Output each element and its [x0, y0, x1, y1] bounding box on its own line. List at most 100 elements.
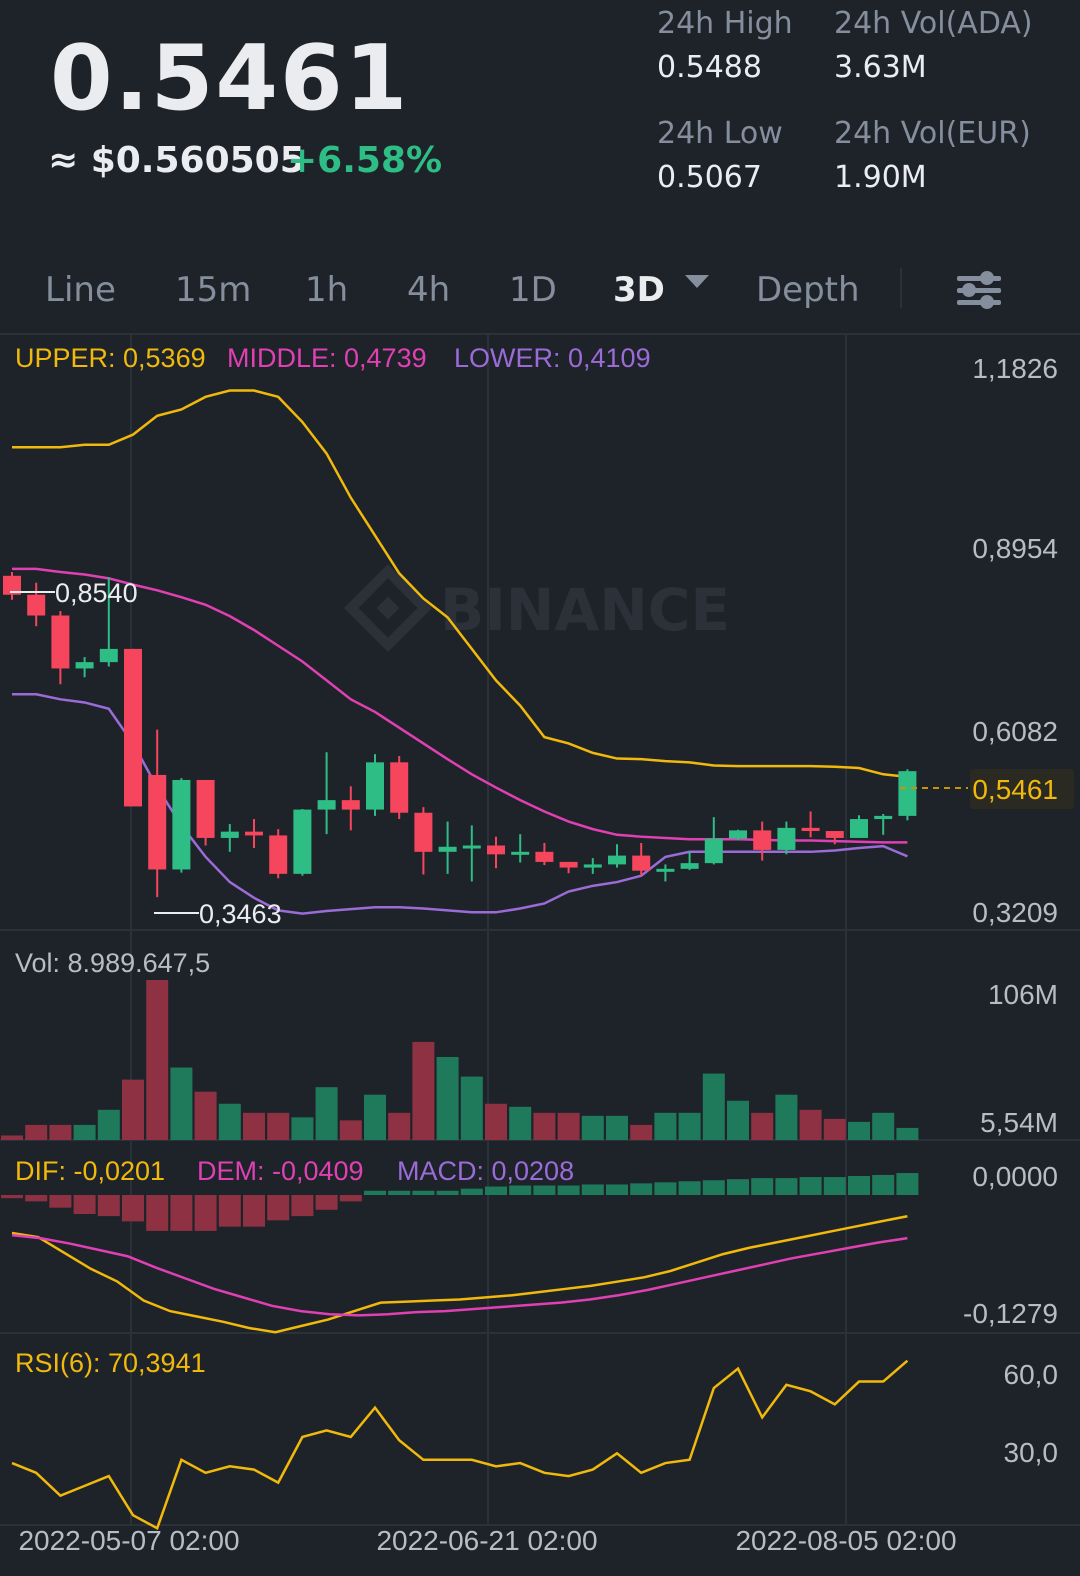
macd-bar: [25, 1195, 48, 1202]
tab-3d[interactable]: 3D: [613, 270, 709, 310]
candle-body: [414, 812, 433, 852]
macd-bar: [49, 1195, 72, 1208]
macd-bar: [896, 1173, 919, 1195]
rsi-legend: RSI(6): 70,3941: [15, 1348, 206, 1378]
volume-bar: [146, 980, 169, 1140]
rsi-polyline: [11, 1359, 909, 1531]
candle: [75, 657, 94, 678]
last-price: 0.5461: [50, 26, 410, 131]
candle: [462, 825, 481, 882]
macd-bar: [775, 1178, 798, 1195]
boll-lower-line: [12, 693, 908, 915]
candle: [801, 811, 820, 838]
volume-bar: [194, 1091, 217, 1140]
candle-body: [269, 835, 288, 874]
volume-bar: [872, 1112, 895, 1140]
candle-body: [777, 827, 796, 850]
macd-bar: [388, 1190, 411, 1195]
macd-bar: [823, 1177, 846, 1195]
volume-bar: [848, 1121, 870, 1140]
tab-line[interactable]: Line: [45, 270, 116, 310]
candle-body: [680, 863, 699, 869]
macd-bar: [557, 1185, 580, 1195]
candle-body: [559, 861, 578, 868]
candle: [583, 858, 602, 874]
volume-bar: [606, 1115, 628, 1140]
vol-base-label: 24h Vol(ADA): [834, 6, 1033, 41]
volume-bar: [122, 1079, 144, 1140]
current-price-tag-bg: [970, 769, 1074, 809]
macd-dem-legend: DEM: -0,0409: [197, 1156, 364, 1186]
volume-bar: [364, 1094, 386, 1140]
vol-quote-label: 24h Vol(EUR): [834, 116, 1031, 151]
vol-legend: Vol: 8.989.647,5: [15, 948, 210, 978]
macd-bar: [460, 1188, 483, 1195]
volume-bar: [97, 1109, 120, 1140]
macd-bar: [146, 1195, 169, 1231]
macd-macd-legend: MACD: 0,0208: [397, 1156, 574, 1186]
candle: [729, 829, 747, 841]
candle-body: [75, 662, 94, 669]
macd-dif-legend: DIF: -0,0201: [15, 1156, 165, 1186]
macd-bar: [122, 1195, 144, 1222]
volume-bar: [49, 1124, 72, 1140]
macd-bar: [339, 1195, 362, 1202]
tab-15m[interactable]: 15m: [175, 270, 252, 310]
macd-tick-2: -0,1279: [963, 1298, 1058, 1329]
candle: [438, 821, 457, 874]
volume-bar: [460, 1076, 483, 1140]
tab-1h[interactable]: 1h: [305, 270, 349, 310]
macd-bar: [170, 1195, 193, 1231]
tab-4h[interactable]: 4h: [407, 270, 451, 310]
rsi-line: [11, 1359, 909, 1531]
boll-lower-legend: LOWER: 0,4109: [454, 343, 651, 373]
macd-bar: [509, 1185, 532, 1195]
candle-body: [366, 762, 384, 810]
candle-body: [196, 779, 215, 838]
volume-bar: [412, 1041, 435, 1140]
candle: [124, 648, 142, 807]
volume-bar: [896, 1127, 919, 1140]
price-tick-2: 0,8954: [972, 533, 1058, 564]
macd-bar: [243, 1195, 265, 1227]
candle-body: [898, 771, 917, 816]
macd-bar: [848, 1176, 870, 1195]
macd-bar: [73, 1195, 96, 1214]
macd-dem-line: [11, 1233, 908, 1317]
candle-body: [729, 830, 747, 839]
candle: [656, 864, 675, 882]
candle-body: [462, 845, 481, 849]
macd-bar: [412, 1190, 435, 1195]
volume-bar: [315, 1087, 338, 1140]
min-marker-label: 0,3463: [199, 899, 282, 929]
candle-body: [99, 648, 118, 663]
rsi-tick-2: 30,0: [1004, 1437, 1059, 1468]
macd-bar: [630, 1183, 653, 1195]
candle: [51, 611, 70, 685]
volume-bar: [678, 1112, 701, 1140]
candle: [487, 836, 505, 869]
date-tick-1: 2022-05-07 02:00: [18, 1525, 239, 1556]
candle: [172, 778, 191, 873]
vol-tick-1: 106M: [988, 979, 1058, 1010]
volume-bar: [533, 1112, 556, 1140]
max-marker-label: 0,8540: [55, 578, 138, 608]
tab-3d-label: 3D: [613, 270, 665, 310]
tab-depth[interactable]: Depth: [756, 270, 860, 310]
boll-upper-line: [12, 389, 908, 779]
price-tick-4: 0,3209: [972, 897, 1058, 928]
volume-bar: [73, 1124, 96, 1140]
candle-body: [704, 838, 723, 864]
volume-bar: [243, 1112, 265, 1140]
volume-bar: [751, 1112, 774, 1140]
candle-body: [245, 831, 263, 836]
indicator-settings-icon[interactable]: [955, 268, 1003, 312]
candle: [680, 851, 699, 871]
tab-1d[interactable]: 1D: [509, 270, 557, 310]
change-percent: +6.58%: [287, 140, 443, 181]
price-tick-1: 1,1826: [972, 353, 1058, 384]
candle-body: [390, 762, 409, 813]
fiat-price: ≈ $0.560505: [48, 140, 305, 181]
macd-bar: [194, 1195, 217, 1231]
